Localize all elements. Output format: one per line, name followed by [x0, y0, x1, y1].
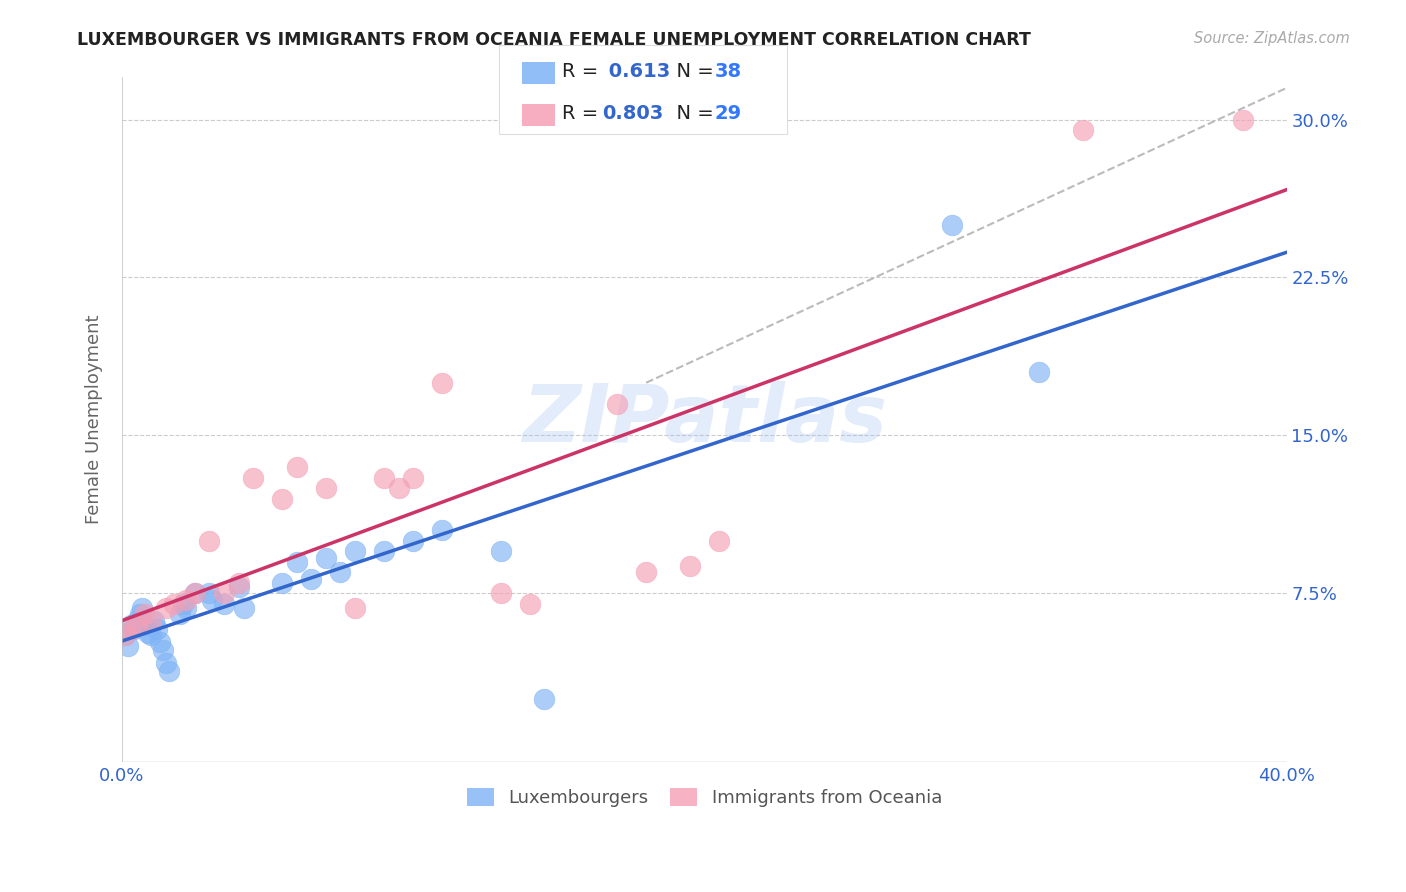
Point	[125, 614, 148, 628]
Text: R =: R =	[562, 62, 605, 81]
Point	[141, 628, 163, 642]
Point	[120, 622, 142, 636]
Point	[122, 622, 145, 636]
Point	[174, 592, 197, 607]
Point	[271, 491, 294, 506]
Point	[533, 691, 555, 706]
Point	[136, 626, 159, 640]
Point	[373, 470, 395, 484]
Point	[134, 607, 156, 622]
Point	[228, 575, 250, 590]
Point	[163, 597, 186, 611]
Y-axis label: Female Unemployment: Female Unemployment	[86, 315, 103, 524]
Point	[1071, 123, 1094, 137]
Point	[606, 397, 628, 411]
Point	[707, 533, 730, 548]
Text: N =: N =	[664, 62, 720, 81]
Text: LUXEMBOURGER VS IMMIGRANTS FROM OCEANIA FEMALE UNEMPLOYMENT CORRELATION CHART: LUXEMBOURGER VS IMMIGRANTS FROM OCEANIA …	[77, 31, 1031, 49]
Point	[679, 558, 702, 573]
Point	[131, 601, 153, 615]
Point	[519, 597, 541, 611]
Text: 38: 38	[714, 62, 741, 81]
Point	[315, 481, 337, 495]
Point	[120, 618, 142, 632]
Point	[184, 586, 207, 600]
Point	[143, 614, 166, 628]
Text: R =: R =	[562, 103, 605, 123]
Point	[242, 470, 264, 484]
Point	[198, 533, 221, 548]
Point	[149, 634, 172, 648]
Point	[343, 601, 366, 615]
Text: Source: ZipAtlas.com: Source: ZipAtlas.com	[1194, 31, 1350, 46]
Point	[169, 607, 191, 622]
Point	[134, 618, 156, 632]
Point	[184, 586, 207, 600]
Point	[152, 643, 174, 657]
Point	[212, 597, 235, 611]
Text: 0.803: 0.803	[602, 103, 664, 123]
Point	[228, 580, 250, 594]
Point	[373, 544, 395, 558]
Point	[315, 550, 337, 565]
Text: N =: N =	[664, 103, 720, 123]
Point	[157, 664, 180, 678]
Point	[1232, 112, 1254, 127]
Point	[114, 628, 136, 642]
Point	[174, 601, 197, 615]
Point	[1028, 365, 1050, 379]
Point	[271, 575, 294, 590]
Legend: Luxembourgers, Immigrants from Oceania: Luxembourgers, Immigrants from Oceania	[460, 781, 949, 814]
Point	[432, 376, 454, 390]
Text: 0.613: 0.613	[602, 62, 671, 81]
Point	[155, 601, 177, 615]
Text: 29: 29	[714, 103, 741, 123]
Point	[172, 597, 194, 611]
Point	[489, 544, 512, 558]
Point	[285, 555, 308, 569]
Point	[233, 601, 256, 615]
Point	[285, 460, 308, 475]
Point	[114, 628, 136, 642]
Point	[489, 586, 512, 600]
Point	[146, 622, 169, 636]
Point	[198, 586, 221, 600]
Point	[402, 470, 425, 484]
Point	[212, 586, 235, 600]
Point	[125, 618, 148, 632]
Point	[201, 592, 224, 607]
Point	[128, 607, 150, 622]
Point	[155, 656, 177, 670]
Point	[432, 523, 454, 537]
Point	[636, 566, 658, 580]
Point	[388, 481, 411, 495]
Point	[343, 544, 366, 558]
Point	[117, 639, 139, 653]
Point	[141, 614, 163, 628]
Point	[941, 218, 963, 232]
Point	[402, 533, 425, 548]
Point	[329, 566, 352, 580]
Point	[299, 572, 322, 586]
Text: ZIPatlas: ZIPatlas	[522, 381, 887, 458]
